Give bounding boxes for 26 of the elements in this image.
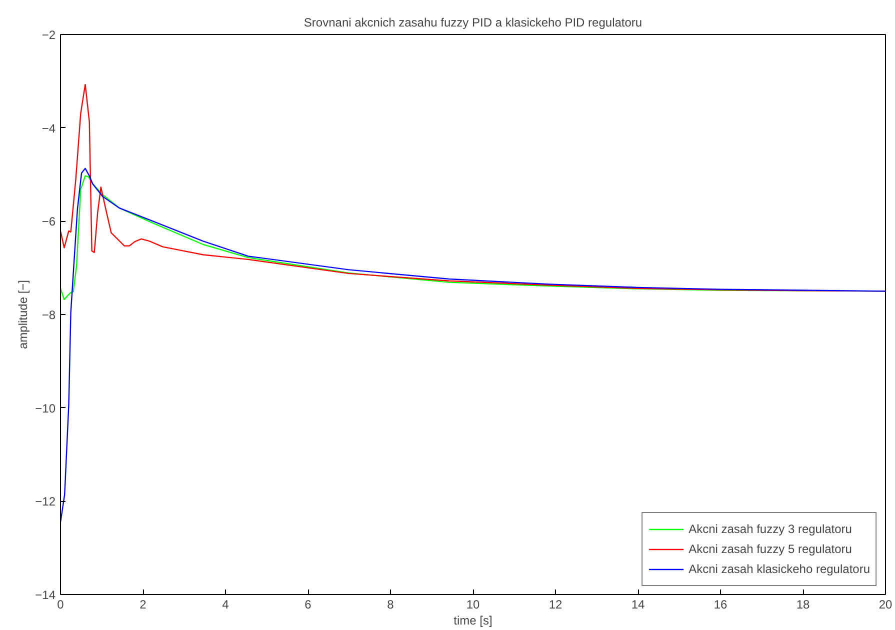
- x-tick-label: 16: [714, 598, 728, 612]
- x-tick-label: 6: [304, 598, 312, 612]
- line-series: [60, 168, 886, 523]
- y-tick-label: −6: [42, 214, 56, 229]
- y-tick-label: −4: [42, 121, 56, 136]
- x-tick-label: 2: [140, 598, 147, 612]
- legend-label: Akcni zasah fuzzy 3 regulatoru: [688, 522, 852, 536]
- x-tick-label: 10: [466, 598, 480, 612]
- chart-title: Srovnani akcnich zasahu fuzzy PID a klasickeho PID regulatoru: [304, 16, 642, 30]
- x-tick-label: 14: [631, 598, 645, 612]
- x-tick-label: 0: [57, 598, 64, 612]
- y-axis-title: amplitude [−]: [16, 280, 30, 350]
- x-tick-label: 8: [387, 598, 394, 612]
- y-tick-label: −12: [35, 494, 56, 509]
- y-tick-label: −8: [42, 308, 56, 322]
- x-tick-label: 4: [222, 598, 230, 612]
- legend-label: Akcni zasah klasickeho regulatoru: [688, 562, 870, 576]
- x-tick-label: 18: [796, 598, 810, 612]
- y-tick-label: −2: [42, 28, 56, 42]
- y-tick-label: −14: [35, 588, 56, 602]
- x-tick-label: 12: [548, 598, 562, 612]
- x-axis-title: time [s]: [454, 614, 492, 628]
- legend-label: Akcni zasah fuzzy 5 regulatoru: [688, 542, 852, 556]
- y-tick-label: −10: [35, 401, 56, 416]
- x-tick-label: 20: [878, 598, 892, 612]
- line-series: [60, 84, 886, 292]
